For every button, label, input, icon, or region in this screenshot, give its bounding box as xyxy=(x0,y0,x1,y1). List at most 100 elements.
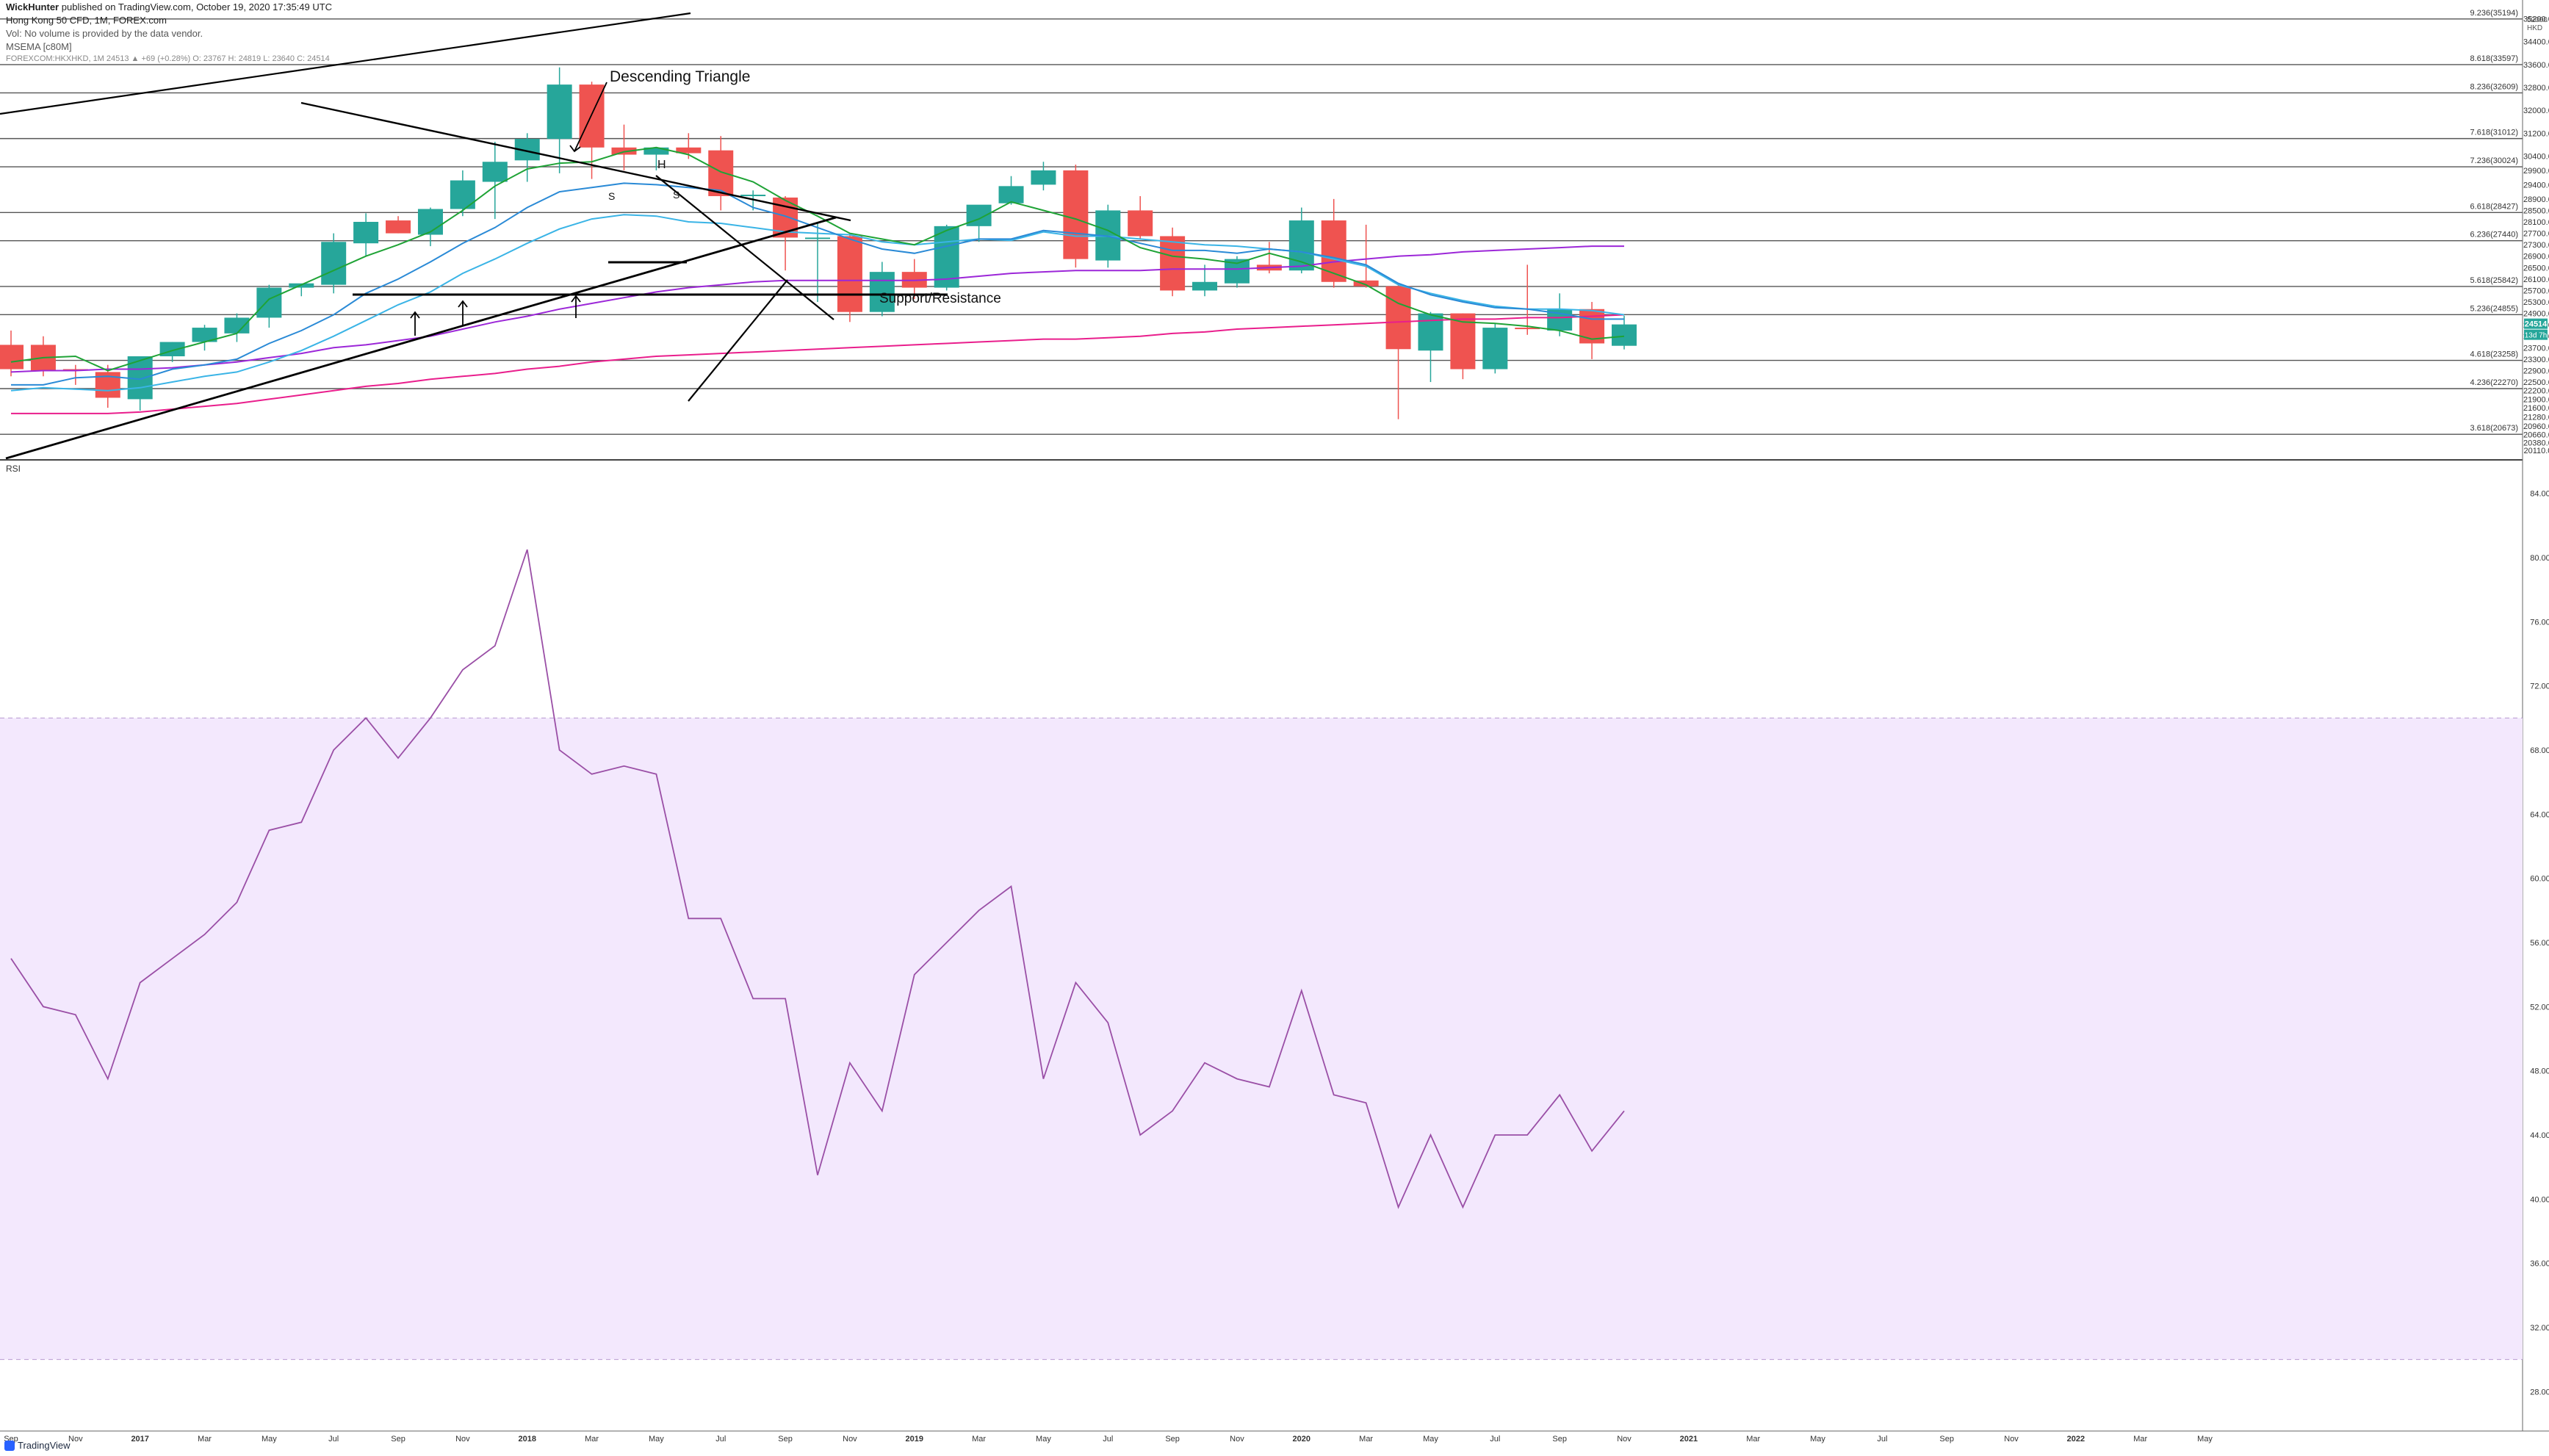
x-tick-label: Nov xyxy=(68,1435,83,1444)
price-tick: 26100.00 xyxy=(2523,275,2549,284)
tradingview-icon xyxy=(4,1440,15,1451)
price-tick: 22900.00 xyxy=(2523,367,2549,375)
candle-body xyxy=(1192,281,1218,291)
support-arrow-head xyxy=(410,311,420,319)
rsi-tick: 84.00 xyxy=(2530,490,2549,499)
tradingview-logo[interactable]: TradingView xyxy=(4,1440,71,1451)
rsi-tick: 80.00 xyxy=(2530,554,2549,563)
ema-magenta-line xyxy=(11,314,1625,414)
fib-label: 5.618(25842) xyxy=(2470,276,2518,285)
head-shoulders-trendline xyxy=(655,175,834,320)
shoulder-left-label: S xyxy=(608,190,615,202)
rsi-tick: 36.00 xyxy=(2530,1260,2549,1269)
support-arrow-head xyxy=(571,295,581,303)
x-tick-label: Nov xyxy=(1617,1435,1632,1444)
price-tick: 33600.00 xyxy=(2523,61,2549,70)
countdown-text: 13d 7h xyxy=(2525,332,2548,340)
candle-body xyxy=(869,272,895,312)
fib-label: 8.618(33597) xyxy=(2470,54,2518,63)
price-tick: 21600.00 xyxy=(2523,404,2549,413)
fib-label: 6.618(28427) xyxy=(2470,202,2518,211)
price-tick: 27300.00 xyxy=(2523,241,2549,250)
publisher-name[interactable]: WickHunter xyxy=(6,1,60,12)
candle-body xyxy=(1321,220,1346,282)
x-tick-label: Jul xyxy=(715,1435,726,1444)
price-tick: 25700.00 xyxy=(2523,286,2549,295)
x-tick-label: Sep xyxy=(778,1435,793,1444)
candle-body xyxy=(1160,236,1186,291)
x-tick-label: 2019 xyxy=(906,1435,923,1444)
price-tick: 34400.00 xyxy=(2523,38,2549,47)
fib-levels: 9.236(35194) 8.618(33597) 8.236(32609) 7.61… xyxy=(0,9,2523,435)
rsi-tick: 68.00 xyxy=(2530,746,2549,755)
price-tick: 23300.00 xyxy=(2523,356,2549,364)
rsi-label: RSI xyxy=(6,464,21,474)
fib-label: 9.236(35194) xyxy=(2470,9,2518,18)
candle-body xyxy=(1515,328,1540,330)
upper-channel-line xyxy=(0,12,691,115)
title-line: Hong Kong 50 CFD, 1M, FOREX.com xyxy=(6,15,167,26)
tradingview-brand: TradingView xyxy=(18,1440,71,1451)
x-tick-label: 2018 xyxy=(518,1435,536,1444)
price-tick: 23700.00 xyxy=(2523,344,2549,353)
candle-body xyxy=(579,84,605,148)
fib-label: 8.236(32609) xyxy=(2470,82,2518,91)
candle-body xyxy=(159,342,185,357)
candle-body xyxy=(1031,170,1056,185)
descending-triangle-label: Descending Triangle xyxy=(610,68,750,85)
x-tick-label: Nov xyxy=(1230,1435,1244,1444)
shoulder-right-label: S xyxy=(673,189,679,201)
rsi-tick: 72.00 xyxy=(2530,682,2549,691)
x-tick-label: Sep xyxy=(1939,1435,1954,1444)
candle-body xyxy=(192,328,217,342)
x-tick-label: Mar xyxy=(972,1435,986,1444)
rsi-tick: 56.00 xyxy=(2530,939,2549,948)
candle-body xyxy=(676,147,702,154)
price-tick: 31200.00 xyxy=(2523,129,2549,138)
symbol-line: FOREXCOM:HKXHKD, 1M 24513 ▲ +69 (+0.28%)… xyxy=(6,54,330,63)
price-tick: 20960.00 xyxy=(2523,422,2549,431)
candle-body xyxy=(643,147,669,155)
rsi-tick: 32.00 xyxy=(2530,1324,2549,1333)
x-tick-label: Nov xyxy=(455,1435,470,1444)
x-tick-label: Nov xyxy=(843,1435,857,1444)
x-tick-label: May xyxy=(2197,1435,2213,1444)
fib-label: 4.236(22270) xyxy=(2470,378,2518,387)
price-tick: 20380.00 xyxy=(2523,439,2549,448)
triangle-pointer xyxy=(574,82,607,152)
candle-body xyxy=(1612,324,1637,346)
candle-body xyxy=(1385,286,1411,350)
candle-body xyxy=(966,204,992,226)
price-tick: 28900.00 xyxy=(2523,195,2549,204)
x-tick-label: Jul xyxy=(328,1435,339,1444)
x-tick-label: Mar xyxy=(1359,1435,1373,1444)
rsi-tick: 60.00 xyxy=(2530,875,2549,884)
ema-lightblue-line xyxy=(10,214,1625,392)
candles xyxy=(0,67,1637,419)
x-tick-label: Jul xyxy=(1103,1435,1113,1444)
price-tick: 27700.00 xyxy=(2523,230,2549,239)
candle-body xyxy=(1418,313,1443,351)
volume-note: Vol: No volume is provided by the data v… xyxy=(6,28,203,39)
ema-blue-line xyxy=(11,182,1624,386)
x-tick-label: Sep xyxy=(1165,1435,1180,1444)
price-tick: 26900.00 xyxy=(2523,253,2549,262)
price-tick: 25300.00 xyxy=(2523,298,2549,307)
currency-label: 52000 HKD xyxy=(2527,16,2548,32)
currency-top: 52000 xyxy=(2527,16,2548,24)
x-tick-label: Jul xyxy=(1877,1435,1887,1444)
candle-body xyxy=(547,84,572,140)
moving-averages xyxy=(10,146,1625,414)
x-tick-label: Mar xyxy=(585,1435,599,1444)
price-tick: 32000.00 xyxy=(2523,107,2549,115)
candle-body xyxy=(353,222,379,244)
x-tick-label: May xyxy=(262,1435,277,1444)
x-tick-label: Sep xyxy=(1552,1435,1567,1444)
x-tick-label: Mar xyxy=(198,1435,212,1444)
rsi-tick: 48.00 xyxy=(2530,1067,2549,1076)
candle-body xyxy=(998,186,1024,203)
candle-body xyxy=(1353,280,1379,286)
x-tick-label: May xyxy=(1423,1435,1438,1444)
